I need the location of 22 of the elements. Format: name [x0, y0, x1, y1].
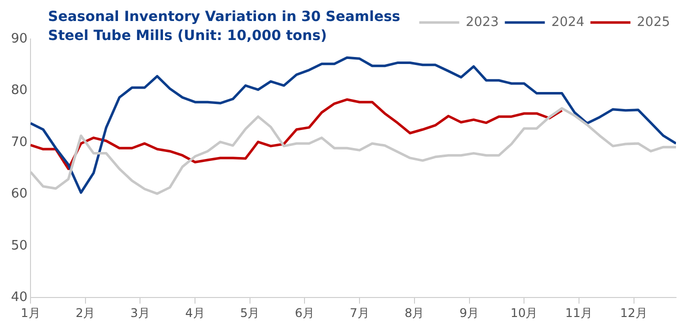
y-tick-label: 80 — [10, 83, 28, 98]
y-tick-label: 70 — [10, 134, 28, 150]
y-tick-label: 60 — [10, 186, 28, 202]
x-tick-label: 6月 — [294, 306, 315, 320]
x-tick-label: 8月 — [404, 306, 424, 320]
x-tick-label: 10月 — [510, 306, 538, 320]
x-tick-label: 1月 — [20, 306, 40, 320]
x-tick-label: 11月 — [565, 306, 593, 320]
x-tick-label: 3月 — [130, 306, 150, 320]
chart-title: Seasonal Inventory Variation in 30 Seamless Steel Tube Mills (Unit: 10,000 tons) — [48, 8, 402, 46]
y-tick-label: 40 — [10, 290, 28, 305]
y-tick-label: 90 — [10, 31, 28, 46]
x-tick-label: 7月 — [350, 306, 370, 320]
x-tick-label: 12月 — [620, 306, 648, 320]
legend-label: 2023 — [466, 14, 499, 30]
y-tick-label: 50 — [10, 238, 28, 254]
x-tick-label: 5月 — [240, 306, 260, 320]
x-tick-label: 4月 — [185, 306, 205, 320]
x-tick-label: 2月 — [76, 306, 96, 320]
x-tick-label: 9月 — [459, 306, 480, 320]
legend-label: 2024 — [551, 14, 584, 30]
legend-label: 2025 — [636, 14, 670, 30]
